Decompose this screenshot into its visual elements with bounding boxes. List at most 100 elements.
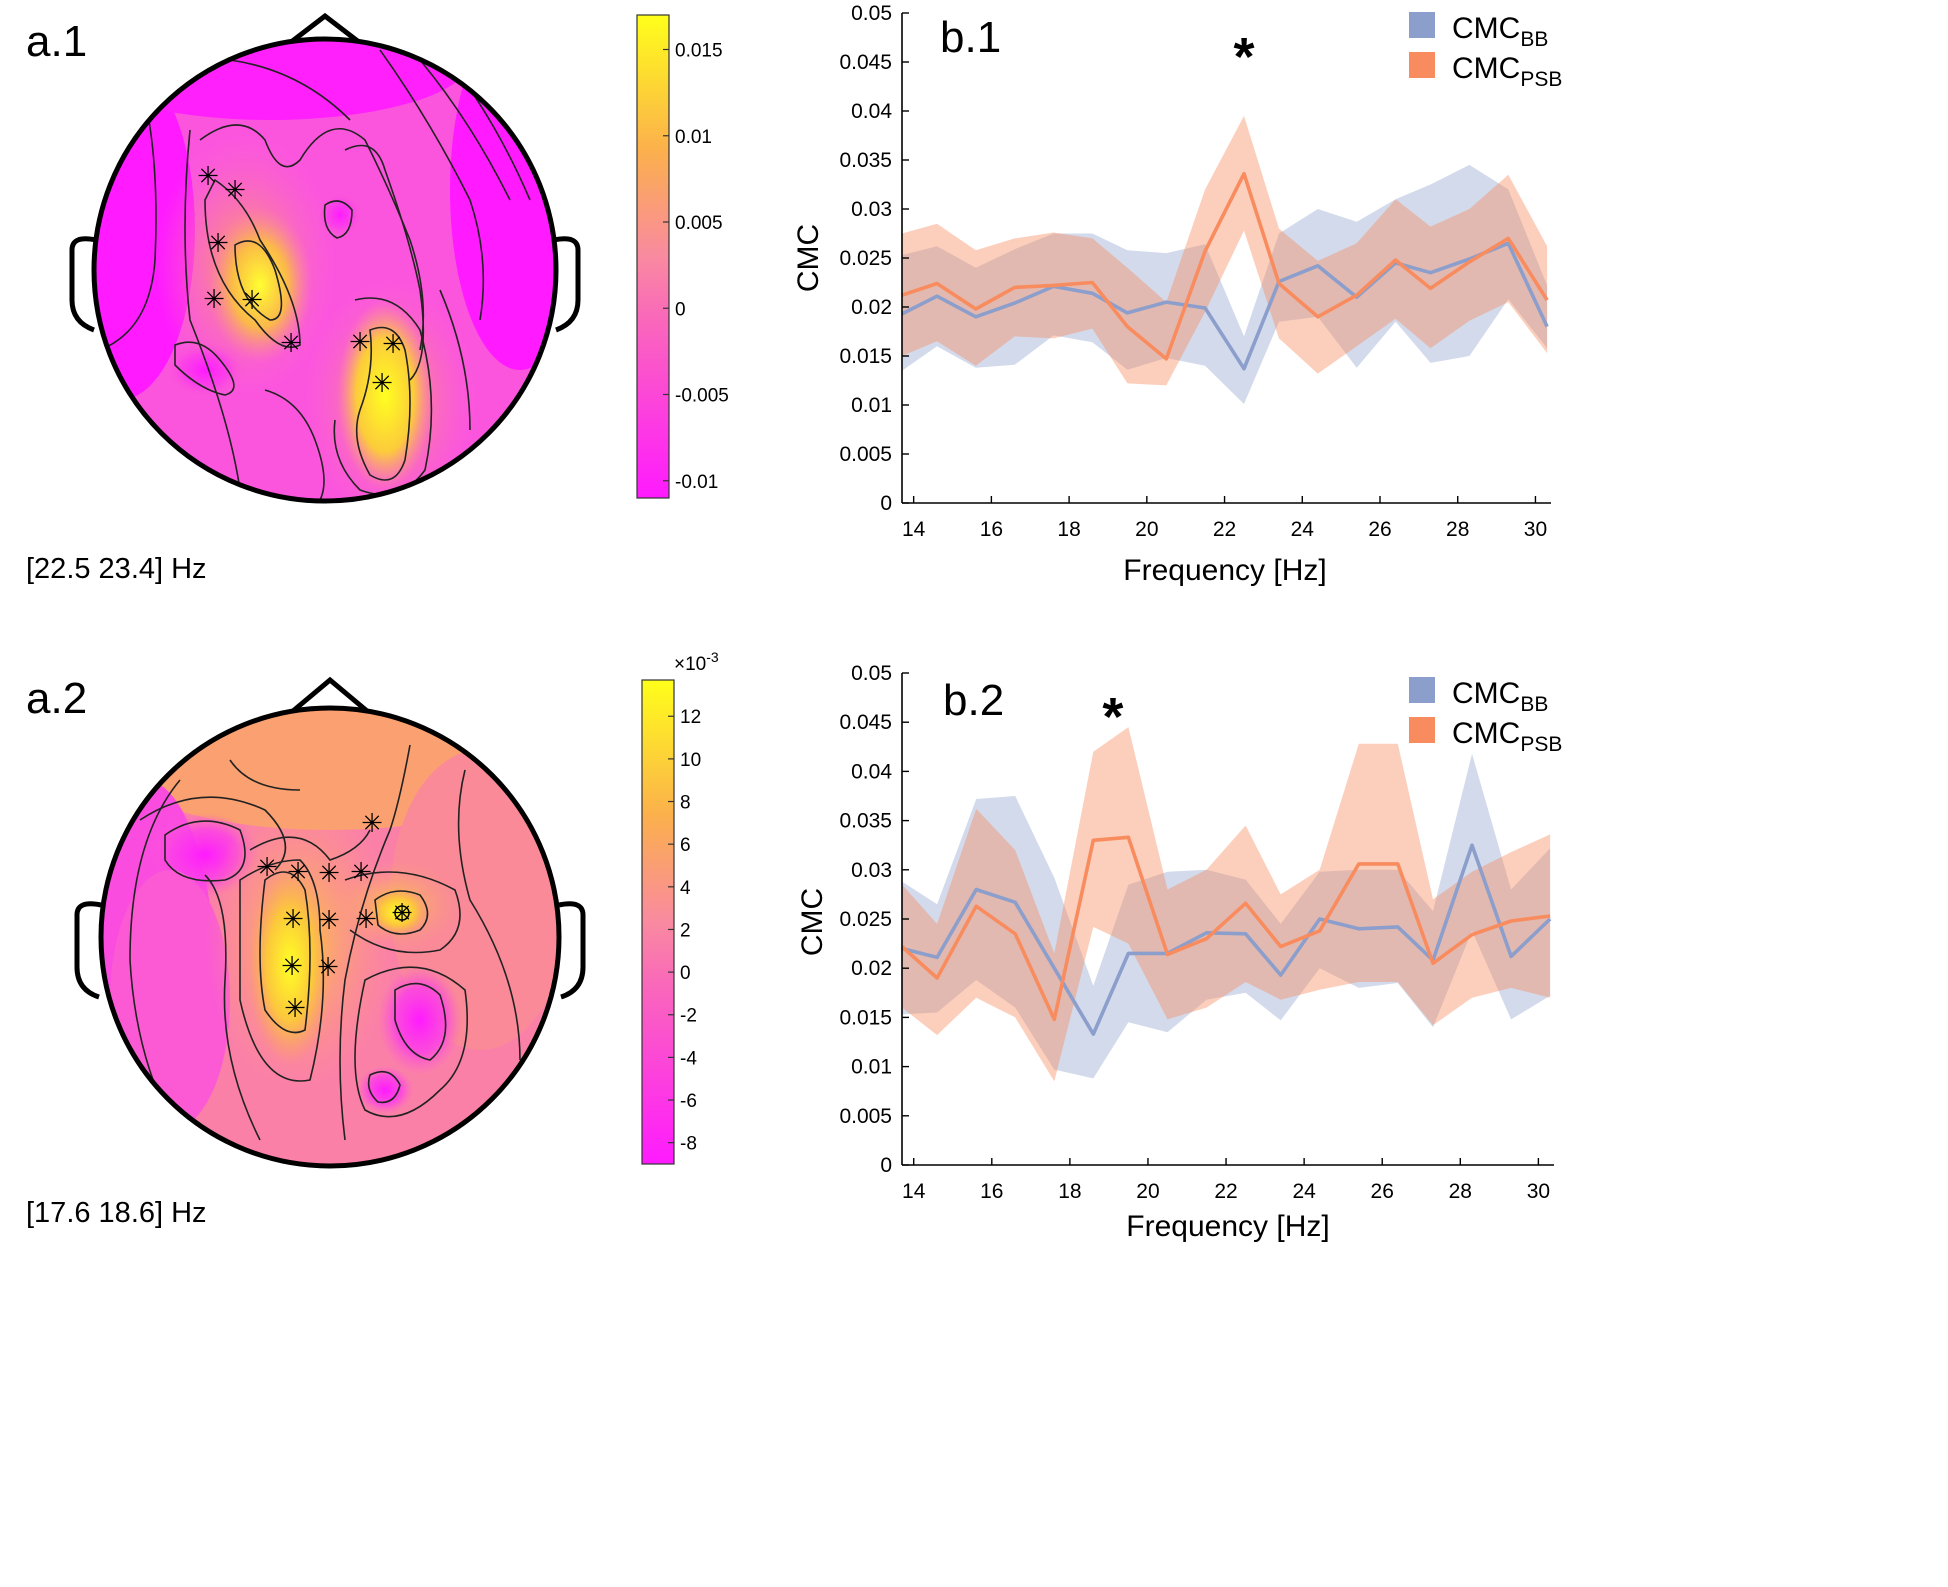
legend-b1: CMCBB CMCPSB: [1409, 12, 1562, 91]
colorbar-a2-gradient: [641, 679, 675, 1165]
line-psb-b2: [900, 835, 1551, 1022]
significant-electrodes-a2: ✳ ✳ ✳ ✳ ✳ ✳ ✳ ✳ ✳ ✳ ✳ ✳: [256, 809, 413, 1024]
y-tick-label-b1: 0.015: [839, 345, 892, 368]
band-bb-b1: [902, 164, 1548, 404]
y-tick-label-b1: 0.025: [839, 247, 892, 270]
x-tick-label-b2: 22: [1214, 1180, 1237, 1203]
colorbar-a2-tick-label: 12: [680, 707, 701, 728]
nose-a1: [280, 12, 370, 51]
right-ear-a2: [558, 901, 586, 1000]
svg-text:✳: ✳: [391, 899, 413, 929]
svg-text:✳: ✳: [280, 329, 302, 359]
head-outline-a2: [98, 705, 562, 1169]
head-outline-a1: [91, 36, 559, 504]
colorbar-a2-tick-label: -8: [680, 1134, 697, 1155]
x-tick-label-b1: 26: [1368, 518, 1391, 541]
scalp-field-a2: [101, 708, 559, 1166]
colorbar-a2-tick-label: 10: [680, 750, 701, 771]
y-tick-label-b2: 0.015: [839, 1006, 892, 1029]
colorbar-a1-tick-label: 0: [675, 299, 686, 320]
line-bb-b1: [901, 241, 1549, 371]
y-tick-label-b1: 0.005: [839, 443, 892, 466]
svg-text:✳: ✳: [224, 176, 246, 206]
y-tick-label-b2: 0.035: [839, 810, 892, 833]
colorbar-a2: ×10-3 12 10 8 6 4 2 0 -2 -4 -6 -8: [641, 649, 719, 1165]
y-tick-label-b2: 0: [880, 1154, 892, 1177]
legend-b1-bb-label: CMCBB: [1452, 12, 1548, 51]
colorbar-a1-tick-label: 0.005: [675, 213, 723, 234]
y-tick-label-b1: 0.03: [851, 198, 892, 221]
x-tick-label-b1: 18: [1057, 518, 1080, 541]
y-tick-label-b2: 0.01: [851, 1056, 892, 1079]
x-tick-label-b1: 22: [1213, 518, 1236, 541]
x-tick-label-b1: 30: [1524, 518, 1547, 541]
y-tick-label-b2: 0.04: [851, 760, 892, 783]
left-ear-a2: [74, 901, 102, 1000]
x-tick-label-b1: 16: [980, 518, 1003, 541]
colorbar-a2-tick-label: -4: [680, 1048, 697, 1069]
y-tick-label-b2: 0.03: [851, 859, 892, 882]
panel-label-a2: a.2: [26, 674, 87, 723]
panel-label-b1: b.1: [940, 13, 1001, 62]
svg-text:✳: ✳: [361, 809, 383, 839]
svg-text:✳: ✳: [197, 162, 219, 192]
significance-marker-b1: *: [1233, 27, 1254, 87]
legend-b1-psb-label: CMCPSB: [1452, 52, 1562, 91]
legend-b2: CMCBB CMCPSB: [1409, 677, 1562, 756]
legend-b2-bb-label: CMCBB: [1452, 677, 1548, 716]
svg-text:✳: ✳: [349, 328, 371, 358]
y-tick-label-b1: 0.04: [851, 100, 892, 123]
band-label-a2: [17.6 18.6] Hz: [26, 1197, 207, 1229]
svg-text:✳: ✳: [284, 994, 306, 1024]
colorbar-a2-tick-label: 6: [680, 835, 691, 856]
colorbar-a1-tick-label: -0.005: [675, 386, 729, 407]
y-tick-label-b2: 0.025: [839, 908, 892, 931]
svg-text:✳: ✳: [318, 906, 340, 936]
y-axis-title-b2: CMC: [796, 888, 829, 956]
x-tick-label-b1: 14: [902, 518, 926, 541]
legend-b2-psb-label: CMCPSB: [1452, 717, 1562, 756]
x-tick-label-b2: 14: [902, 1180, 926, 1203]
x-tick-label-b1: 24: [1291, 518, 1315, 541]
line-psb-b1: [901, 171, 1549, 361]
line-chart-b1: b.1 0 0.005 0.01 0.015 0.02 0.025 0.03 0.035 0.0…: [792, 2, 1562, 587]
y-tick-label-b1: 0.035: [839, 149, 892, 172]
x-tick-label-b2: 28: [1449, 1180, 1472, 1203]
line-chart-b2: b.2 0 0.005 0.01 0.015 0.02 0.025 0.03 0.035 0.0…: [796, 662, 1562, 1243]
colorbar-a1-tick-label: 0.01: [675, 127, 712, 148]
y-tick-label-b1: 0.05: [851, 2, 892, 25]
significance-marker-b2: *: [1102, 687, 1123, 747]
panel-label-a1: a.1: [26, 17, 87, 66]
svg-text:✳: ✳: [371, 369, 393, 399]
colorbar-a2-tick-label: 0: [680, 963, 691, 984]
y-axis-title-b1: CMC: [792, 224, 825, 292]
legend-b1-psb-swatch: [1409, 52, 1435, 78]
line-bb-b2: [901, 843, 1552, 1036]
x-axis-title-b2: Frequency [Hz]: [1126, 1210, 1329, 1243]
svg-text:✳: ✳: [382, 330, 404, 360]
colorbar-a1: 0.015 0.01 0.005 0 -0.005 -0.01: [636, 14, 729, 499]
x-tick-label-b2: 16: [980, 1180, 1003, 1203]
legend-b1-bb-swatch: [1409, 12, 1435, 38]
x-tick-label-b2: 20: [1136, 1180, 1159, 1203]
svg-text:✳: ✳: [281, 952, 303, 982]
band-label-a1: [22.5 23.4] Hz: [26, 553, 207, 585]
left-ear-a1: [69, 236, 97, 333]
svg-text:✳: ✳: [282, 905, 304, 935]
colorbar-a2-exponent: ×10-3: [674, 649, 719, 675]
right-ear-a1: [553, 236, 581, 333]
x-tick-label-b2: 26: [1371, 1180, 1394, 1203]
colorbar-a2-tick-label: 2: [680, 920, 691, 941]
colorbar-a2-tick-label: 4: [680, 878, 691, 899]
colorbar-a1-tick-label: -0.01: [675, 472, 718, 493]
scalp-field-a1: [94, 39, 556, 501]
svg-text:✳: ✳: [350, 858, 372, 888]
topomap-a1: a.1: [26, 12, 581, 585]
band-bb-b2: [902, 753, 1551, 1079]
svg-text:✳: ✳: [241, 286, 263, 316]
x-tick-label-b2: 24: [1292, 1180, 1316, 1203]
svg-text:✳: ✳: [207, 229, 229, 259]
legend-b2-bb-swatch: [1409, 677, 1435, 703]
y-tick-label-b1: 0.01: [851, 394, 892, 417]
colorbar-a2-tick-label: -2: [680, 1006, 697, 1027]
